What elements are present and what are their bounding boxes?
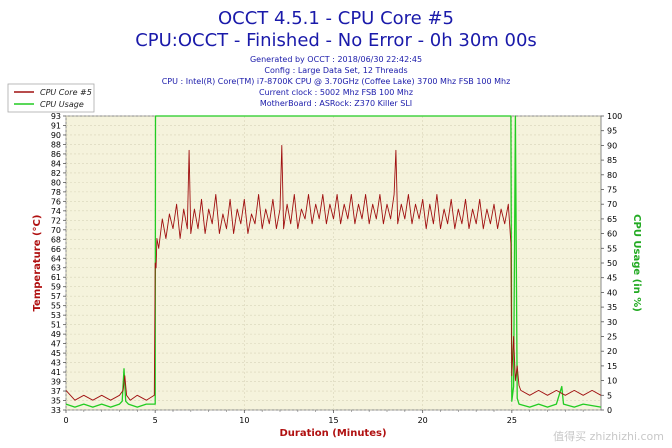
y-tick-left-label: 90	[51, 131, 61, 140]
y-tick-left-label: 37	[51, 387, 61, 396]
y-tick-left-label: 33	[51, 406, 61, 415]
x-tick-label: 10	[239, 416, 249, 425]
y-tick-left-label: 70	[51, 226, 61, 235]
y-tick-left-label: 55	[51, 302, 61, 311]
y-tick-left-label: 76	[51, 197, 61, 206]
y-tick-left-label: 78	[51, 188, 61, 197]
x-axis-label: Duration (Minutes)	[279, 428, 386, 439]
y-tick-left-label: 72	[51, 216, 61, 225]
y-tick-left-label: 43	[51, 359, 61, 368]
y-tick-left-label: 84	[51, 159, 61, 168]
info-line-cpu: CPU : Intel(R) Core(TM) i7-8700K CPU @ 3…	[162, 77, 511, 86]
y-tick-left-label: 93	[51, 112, 61, 121]
y-tick-left-label: 49	[51, 330, 61, 339]
legend-label-cpu-usage: CPU Usage	[40, 100, 84, 109]
y-tick-left-label: 74	[51, 207, 61, 216]
y-tick-right-label: 65	[607, 215, 617, 224]
y-tick-left-label: 35	[51, 397, 61, 406]
chart-title: OCCT 4.5.1 - CPU Core #5	[218, 8, 454, 29]
legend: CPU Core #5 CPU Usage	[7, 83, 95, 113]
y-tick-right-label: 25	[607, 333, 617, 342]
y-tick-left-label: 82	[51, 169, 61, 178]
y-tick-right-label: 35	[607, 303, 617, 312]
y-tick-right-label: 95	[607, 127, 617, 136]
x-tick-label: 20	[418, 416, 428, 425]
y-tick-right-label: 70	[607, 200, 617, 209]
y-tick-right-label: 15	[607, 362, 617, 371]
y-tick-left-label: 47	[51, 340, 61, 349]
y-tick-right-label: 5	[607, 391, 612, 400]
y-tick-left-label: 80	[51, 178, 61, 187]
y-axis-left-label: Temperature (°C)	[32, 215, 43, 312]
y-tick-left-label: 91	[51, 121, 61, 130]
y-tick-right-label: 90	[607, 141, 617, 150]
series-line-cpu-core-5	[65, 144, 602, 401]
y-tick-right-label: 45	[607, 274, 617, 283]
series-layer	[65, 115, 602, 408]
y-tick-right-label: 75	[607, 186, 617, 195]
info-line-clock: Current clock : 5002 Mhz FSB 100 Mhz	[259, 88, 413, 97]
info-line-config: Config : Large Data Set, 12 Threads	[264, 66, 407, 75]
y-tick-right-label: 50	[607, 259, 617, 268]
chart-subtitle: CPU:OCCT - Finished - No Error - 0h 30m …	[135, 30, 537, 51]
y-tick-left-label: 39	[51, 378, 61, 387]
x-axis-ticks: 0 5 10 15 20 25	[63, 410, 584, 425]
legend-box	[7, 83, 95, 113]
y-tick-left-label: 64	[51, 254, 61, 263]
y-tick-right-label: 100	[607, 112, 622, 121]
y-tick-left-label: 63	[51, 264, 61, 273]
x-tick-label: 5	[153, 416, 158, 425]
y-tick-right-label: 60	[607, 230, 617, 239]
y-tick-left-label: 59	[51, 283, 61, 292]
y-tick-left-label: 53	[51, 311, 61, 320]
y-tick-right-label: 20	[607, 347, 617, 356]
x-tick-label: 25	[507, 416, 517, 425]
y-tick-left-label: 68	[51, 235, 61, 244]
y-tick-right-label: 0	[607, 406, 612, 415]
y-tick-right-label: 80	[607, 171, 617, 180]
info-line-motherboard: MotherBoard : ASRock: Z370 Killer SLI	[260, 99, 412, 108]
y-tick-left-label: 86	[51, 150, 61, 159]
y-tick-left-label: 51	[51, 321, 61, 330]
watermark: 值得买 zhizhizhi.com	[553, 430, 664, 443]
x-tick-label: 0	[63, 416, 68, 425]
y-tick-left-label: 57	[51, 292, 61, 301]
info-line-generated: Generated by OCCT : 2018/06/30 22:42:45	[250, 55, 422, 64]
y-tick-left-label: 66	[51, 245, 61, 254]
y-tick-right-label: 30	[607, 318, 617, 327]
y-tick-right-label: 40	[607, 288, 617, 297]
y-tick-right-label: 10	[607, 377, 617, 386]
y-tick-right-label: 85	[607, 156, 617, 165]
y-tick-left-label: 45	[51, 349, 61, 358]
y-tick-left-label: 61	[51, 273, 61, 282]
y-axis-right-ticks: 0 5 10 15 20 25 30 35 40 45 50 55 60 65 70 75 80 85 90 95 10…	[601, 112, 622, 415]
y-tick-right-label: 55	[607, 244, 617, 253]
x-tick-label: 15	[328, 416, 338, 425]
legend-label-cpu-core-5: CPU Core #5	[40, 88, 92, 97]
y-tick-left-label: 41	[51, 368, 61, 377]
series-line-cpu-usage	[65, 115, 602, 408]
y-axis-left-ticks: 3335373941434547495153555759616364666870…	[51, 112, 66, 415]
y-axis-right-label: CPU Usage (in %)	[631, 214, 642, 312]
y-tick-left-label: 88	[51, 140, 61, 149]
